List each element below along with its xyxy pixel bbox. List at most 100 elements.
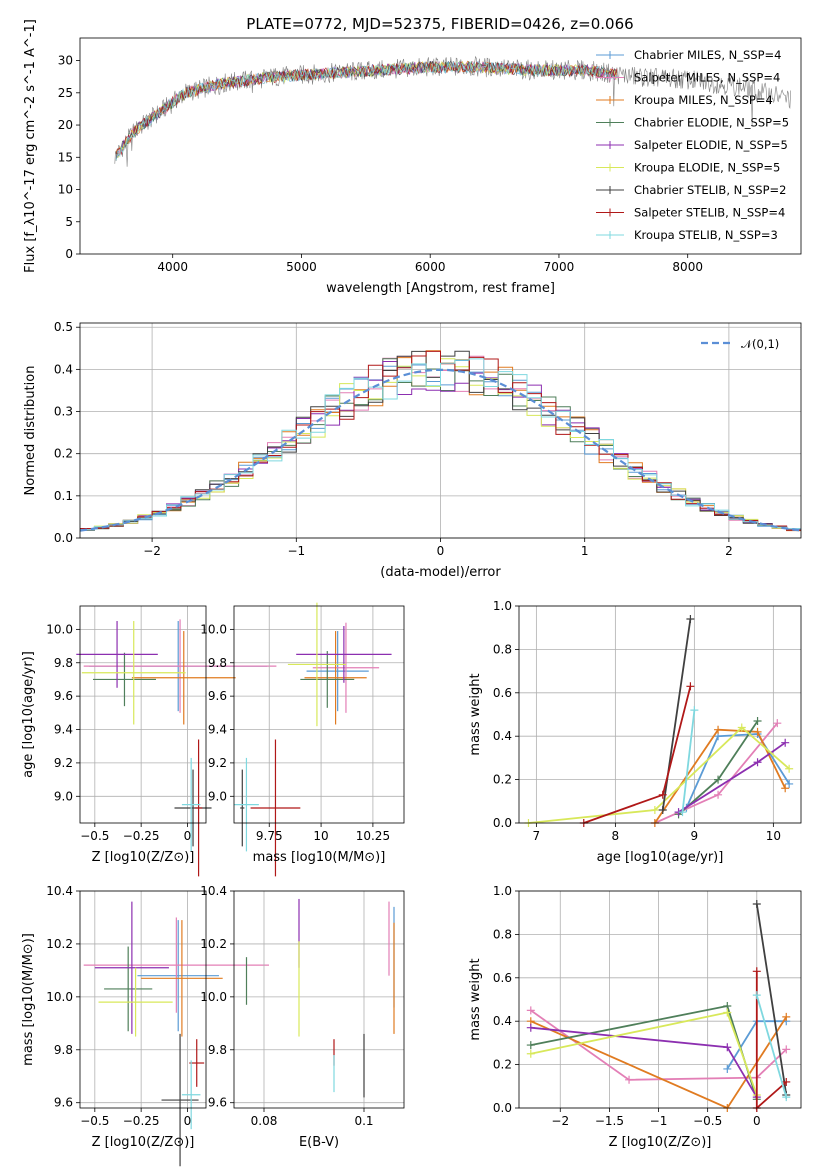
y-tick-label: 10 [58, 183, 73, 197]
y-tick-label: 9.0 [54, 789, 73, 803]
x-tick-label: 8000 [672, 260, 703, 274]
x-tick-label: −2 [143, 544, 161, 558]
series-marker [753, 727, 762, 736]
y-tick-label: 10.2 [46, 937, 73, 951]
x-tick-label: 1 [581, 544, 589, 558]
x-tick-label: 9.75 [256, 829, 283, 843]
y-axis-label: mass weight [468, 673, 483, 755]
series-marker [714, 790, 723, 799]
legend-label: Salpeter STELIB, N_SSP=4 [634, 206, 785, 220]
series-marker [723, 1043, 732, 1052]
x-tick-label: 7 [533, 829, 541, 843]
series-line [681, 710, 696, 813]
y-tick-label: 0.5 [54, 320, 73, 334]
y-axis-label: mass [log10(M/M⊙)] [21, 933, 36, 1066]
series-marker [526, 1023, 535, 1032]
series-marker [678, 808, 687, 817]
series-line [530, 1009, 787, 1081]
y-tick-label: 9.0 [208, 789, 227, 803]
y-tick-label: 0 [65, 247, 73, 261]
series-marker [752, 991, 761, 1000]
axes-frame [79, 37, 802, 255]
y-tick-label: 0.0 [493, 1101, 512, 1115]
y-tick-label: 0.0 [493, 816, 512, 830]
chart-mass-vs-EBV: 0.08 0.1 9.6 9.8 10.0 10.2 10.4 E(B-V) [200, 884, 405, 1150]
x-axis-label: (data-model)/error [380, 565, 501, 580]
y-tick-label: 10.2 [200, 937, 227, 951]
x-tick-label: −1.5 [595, 1114, 624, 1128]
legend-label: 𝒩(0,1) [741, 337, 779, 351]
x-axis-label: age [log10(age/yr)] [597, 850, 724, 865]
series-marker [658, 790, 667, 799]
x-tick-label: 10 [766, 829, 781, 843]
legend-label: Kroupa ELODIE, N_SSP=5 [634, 161, 780, 175]
y-tick-label: 9.6 [208, 689, 227, 703]
series-marker [753, 758, 762, 767]
series-marker [658, 805, 667, 814]
y-tick-label: 10.0 [200, 990, 227, 1004]
histogram-step [80, 350, 801, 531]
chart-age-vs-mass: 9.75 10 10.25 9.0 9.2 9.4 9.6 9.8 10.0 mass [log1… [200, 602, 405, 877]
x-tick-label: −0.25 [123, 1114, 160, 1128]
series-marker [690, 706, 699, 715]
series-marker [650, 805, 659, 814]
series-marker [714, 725, 723, 734]
legend-label: Chabrier STELIB, N_SSP=2 [634, 183, 786, 197]
series-line [530, 1011, 758, 1096]
x-tick-label: −2 [551, 1114, 569, 1128]
legend-label: Kroupa STELIB, N_SSP=3 [634, 228, 778, 242]
figure-title: PLATE=0772, MJD=52375, FIBERID=0426, z=0… [246, 15, 633, 33]
series-marker [753, 717, 762, 726]
series-marker [723, 1064, 732, 1073]
series-line [528, 726, 790, 824]
series-line [530, 1004, 758, 1100]
y-tick-label: 10.4 [46, 884, 73, 898]
series-marker [781, 738, 790, 747]
legend-label: Salpeter ELODIE, N_SSP=5 [634, 138, 788, 152]
x-tick-label: 10.25 [356, 829, 390, 843]
series-marker [752, 900, 761, 909]
y-tick-label: 0.4 [54, 362, 73, 376]
x-axis-label: Z [log10(Z/Z⊙)] [92, 1135, 195, 1150]
x-axis-label: Z [log10(Z/Z⊙)] [92, 850, 195, 865]
x-tick-label: 2 [725, 544, 733, 558]
series-marker [737, 723, 746, 732]
x-tick-label: −0.5 [80, 1114, 109, 1128]
series-marker [625, 1075, 634, 1084]
series-marker [785, 779, 794, 788]
y-tick-label: 25 [58, 86, 73, 100]
model-spectrum-line [115, 61, 618, 156]
series-marker [686, 615, 695, 624]
chart-weight-vs-age: 7 8 9 10 0.0 0.2 0.4 0.6 0.8 1.0 age [log10(age/yr… [468, 599, 802, 865]
x-tick-label: −1 [287, 544, 305, 558]
y-tick-label: 30 [58, 54, 73, 68]
x-tick-label: −0.25 [123, 829, 160, 843]
y-tick-label: 9.8 [54, 1043, 73, 1057]
series-marker [714, 775, 723, 784]
chart-age-vs-Z: −0.5 −0.25 0 9.0 9.2 9.4 9.6 9.8 10.0 Z [log10(Z/… [21, 605, 277, 877]
x-axis-label: E(B-V) [299, 1135, 339, 1150]
x-tick-label: 7000 [544, 260, 575, 274]
legend-label: Kroupa MILES, N_SSP=4 [634, 93, 773, 107]
model-spectrum-line [115, 61, 618, 161]
y-tick-label: 0.6 [493, 971, 512, 985]
axes-frame [518, 605, 802, 824]
x-tick-label: 8 [612, 829, 620, 843]
legend-label: Chabrier MILES, N_SSP=4 [634, 48, 781, 62]
y-tick-label: 15 [58, 150, 73, 164]
y-axis-label: age [log10(age/yr)] [21, 651, 36, 778]
series-marker [782, 1012, 791, 1021]
axes-frame [233, 605, 405, 824]
y-tick-label: 0.2 [493, 1058, 512, 1072]
series-marker [782, 1045, 791, 1054]
y-tick-label: 9.4 [54, 723, 73, 737]
y-axis-label: Normed distribution [23, 366, 38, 496]
x-axis-label: wavelength [Angstrom, rest frame] [326, 281, 555, 296]
axes-frame [518, 890, 802, 1109]
series-marker [526, 1049, 535, 1058]
y-tick-label: 9.6 [208, 1096, 227, 1110]
y-tick-label: 9.2 [208, 756, 227, 770]
y-axis-label: mass weight [468, 958, 483, 1040]
y-tick-label: 0.0 [54, 531, 73, 545]
